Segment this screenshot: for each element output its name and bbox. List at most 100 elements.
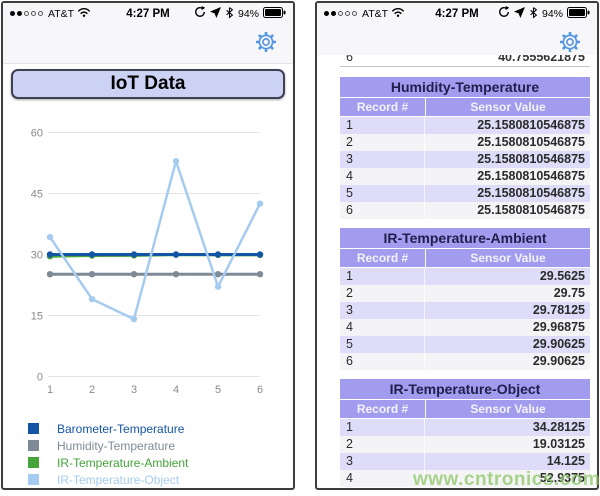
record-number: 1 — [340, 419, 425, 436]
wifi-icon — [77, 6, 91, 21]
y-tick-label: 30 — [31, 250, 43, 262]
sensor-tables: Humidity-Temperature Record # Sensor Value… — [340, 77, 590, 488]
status-right-group: 94% — [498, 6, 590, 22]
sensor-value: 29.90625 — [532, 337, 585, 351]
location-arrow-icon — [513, 6, 525, 21]
record-number: 1 — [340, 117, 425, 134]
x-tick-label: 1 — [47, 384, 53, 396]
legend-label: IR-Temperature-Object — [57, 472, 180, 487]
sensor-value: 29.90625 — [532, 354, 585, 368]
record-number: 5 — [340, 336, 425, 353]
column-header: Sensor Value — [426, 400, 590, 418]
table-row: 1 29.5625 — [340, 268, 590, 285]
left-phone-screenshot: AT&T 4:27 PM 94% — [1, 1, 295, 490]
bluetooth-icon — [225, 6, 234, 22]
data-point — [46, 270, 54, 278]
table-row: 3 29.78125 — [340, 302, 590, 319]
nav-bar — [3, 24, 293, 64]
rotation-lock-icon — [194, 6, 206, 21]
table-row: 2 19.03125 — [340, 436, 590, 453]
clock-label: 4:27 PM — [435, 7, 479, 20]
carrier-label: AT&T — [48, 7, 75, 20]
record-number: 2 — [340, 134, 425, 151]
battery-percent-label: 94% — [237, 7, 259, 20]
y-tick-label: 60 — [31, 128, 43, 140]
table-header-row: Record # Sensor Value — [340, 249, 590, 267]
table-row: 6 25.1580810546875 — [340, 202, 590, 219]
y-tick-label: 0 — [37, 372, 43, 384]
status-left-group: AT&T — [324, 6, 405, 21]
nav-bar — [317, 24, 597, 55]
sensor-value: 19.03125 — [532, 437, 585, 451]
status-bar: AT&T 4:27 PM 94% — [3, 3, 293, 24]
record-number: 1 — [340, 268, 425, 285]
y-tick-label: 15 — [31, 311, 43, 323]
table-row: 1 25.1580810546875 — [340, 117, 590, 134]
data-point — [256, 200, 264, 207]
x-tick-label: 3 — [131, 384, 137, 396]
rotation-lock-icon — [498, 6, 510, 21]
clock-label: 4:27 PM — [126, 7, 170, 20]
signal-dots-icon — [10, 11, 43, 16]
data-point — [88, 270, 96, 278]
sensor-value: 25.1580810546875 — [477, 169, 585, 183]
table-title: IR-Temperature-Object — [340, 379, 590, 399]
table-row: 6 29.90625 — [340, 353, 590, 370]
record-number: 6 — [340, 353, 425, 370]
settings-gear-icon[interactable] — [559, 31, 581, 53]
sensor-table-ir-temperature-object: IR-Temperature-Object Record # Sensor Valu… — [340, 379, 590, 487]
data-point — [46, 233, 54, 241]
sensor-value: 29.96875 — [532, 320, 585, 334]
data-point — [172, 158, 180, 165]
record-number: 6 — [346, 50, 353, 64]
status-right-group: 94% — [194, 6, 286, 22]
record-number: 4 — [340, 319, 425, 336]
table-title: Humidity-Temperature — [340, 77, 590, 97]
table-header-row: Record # Sensor Value — [340, 98, 590, 116]
record-number: 3 — [340, 453, 425, 470]
data-point — [214, 270, 222, 278]
legend-swatch-icon — [28, 457, 39, 468]
status-bar: AT&T 4:27 PM 94% — [317, 3, 597, 24]
record-number: 3 — [340, 302, 425, 319]
sensor-table-humidity-temperature: Humidity-Temperature Record # Sensor Value… — [340, 77, 590, 219]
data-point — [88, 251, 96, 258]
right-phone-screenshot: 6 40.7555621875 AT&T 4:27 PM — [315, 1, 599, 490]
x-tick-label: 5 — [215, 384, 221, 396]
column-header: Record # — [340, 400, 425, 418]
data-point — [214, 283, 222, 290]
battery-icon — [263, 6, 286, 21]
x-tick-label: 6 — [257, 384, 263, 396]
wifi-icon — [391, 6, 405, 21]
sensor-value: 52.9375 — [539, 471, 585, 485]
bluetooth-icon — [529, 6, 538, 22]
sensor-value: 29.75 — [553, 286, 585, 300]
sensor-value: 14.125 — [546, 454, 585, 468]
x-tick-label: 4 — [173, 384, 179, 396]
x-tick-label: 2 — [89, 384, 95, 396]
legend-item-barometer-temperature[interactable]: Barometer-Temperature — [28, 420, 188, 437]
battery-percent-label: 94% — [541, 7, 563, 20]
record-number: 5 — [340, 185, 425, 202]
location-arrow-icon — [209, 6, 221, 21]
legend-swatch-icon — [28, 423, 39, 434]
data-point — [172, 270, 180, 278]
signal-dots-icon — [324, 11, 357, 16]
legend-item-ir-temperature-ambient[interactable]: IR-Temperature-Ambient — [28, 454, 188, 471]
data-point — [172, 251, 180, 258]
record-number: 2 — [340, 285, 425, 302]
table-row: 4 25.1580810546875 — [340, 168, 590, 185]
table-row: 5 29.90625 — [340, 336, 590, 353]
legend-item-ir-temperature-object[interactable]: IR-Temperature-Object — [28, 471, 188, 488]
table-row: 1 34.28125 — [340, 419, 590, 436]
sensor-value: 29.5625 — [539, 269, 585, 283]
settings-gear-icon[interactable] — [255, 31, 277, 53]
column-header: Sensor Value — [426, 98, 590, 116]
battery-icon — [567, 6, 590, 21]
data-point — [46, 251, 54, 258]
status-left-group: AT&T — [10, 6, 91, 21]
legend-item-humidity-temperature[interactable]: Humidity-Temperature — [28, 437, 188, 454]
chart-legend: Barometer-Temperature Humidity-Temperatur… — [28, 420, 188, 488]
